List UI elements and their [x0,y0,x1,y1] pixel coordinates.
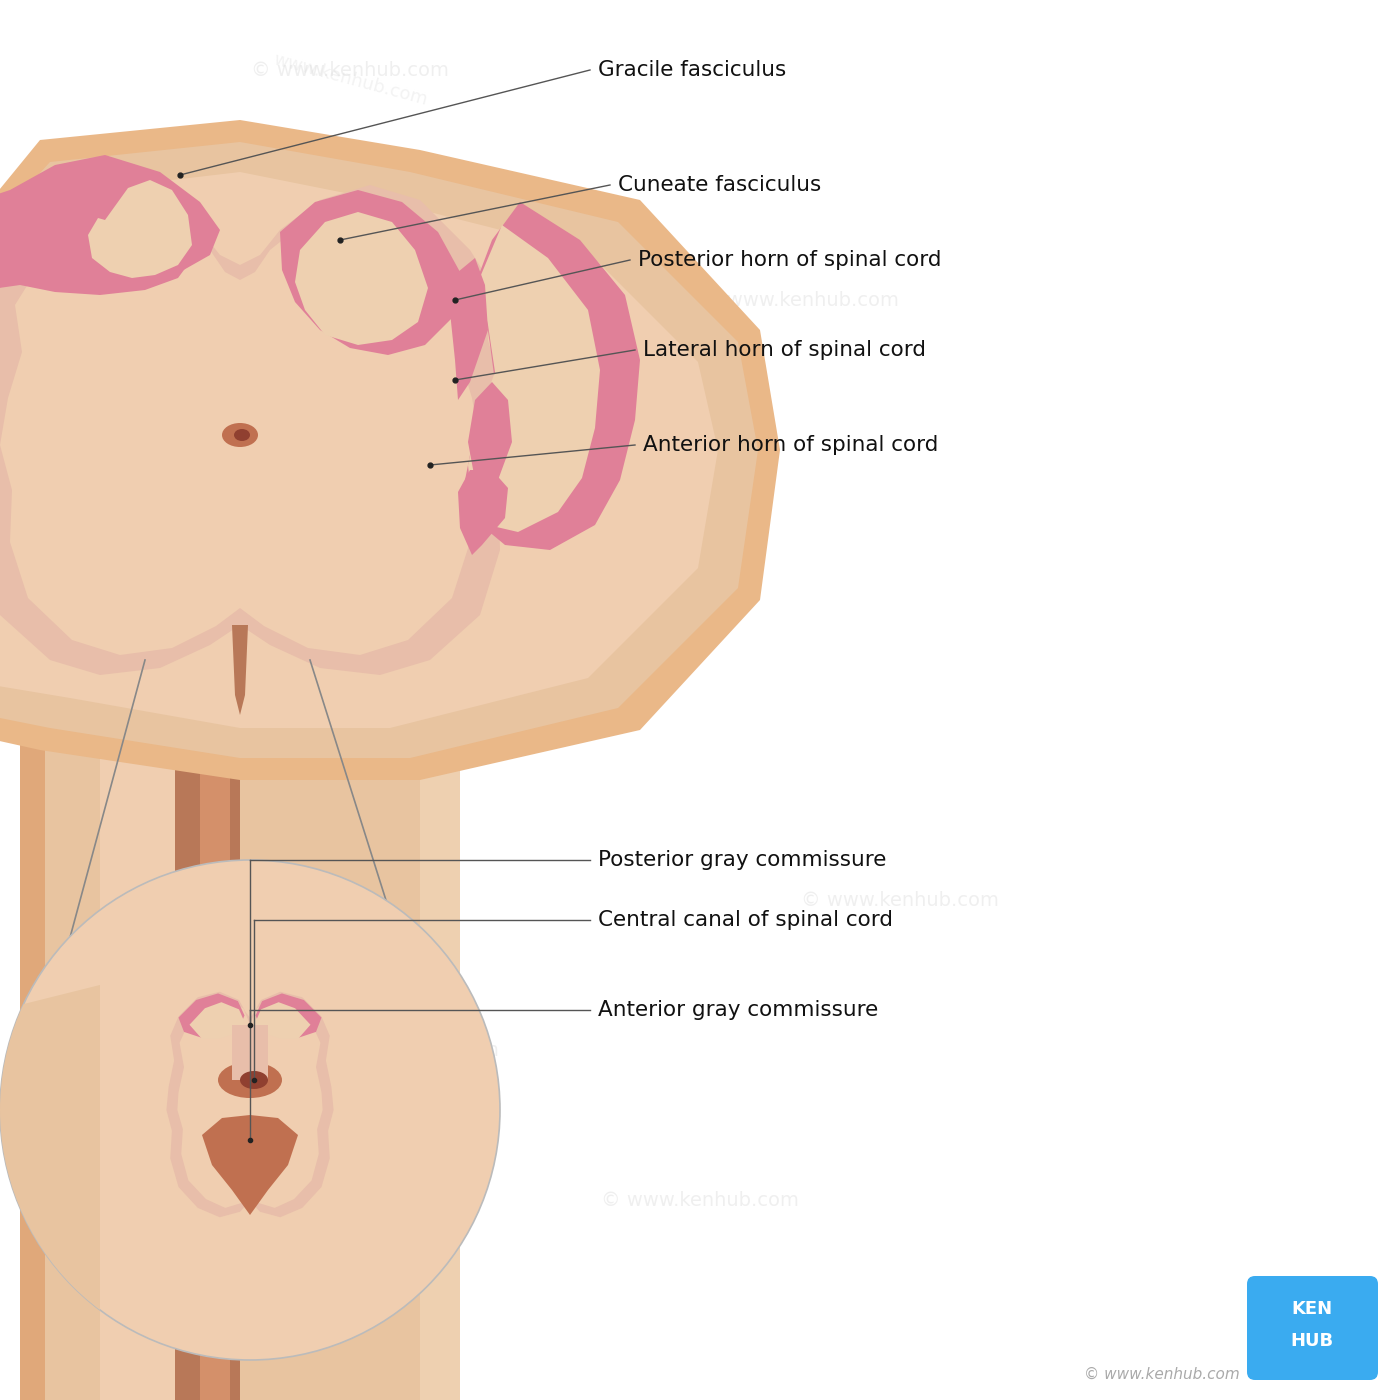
Polygon shape [189,1002,245,1039]
Text: © www.kenhub.com: © www.kenhub.com [801,890,1000,910]
Polygon shape [449,258,489,400]
Text: Gracile fasciculus: Gracile fasciculus [598,60,787,80]
Polygon shape [88,181,192,279]
Polygon shape [20,720,45,1400]
Circle shape [0,860,500,1359]
Polygon shape [255,994,322,1037]
Text: HUB: HUB [1291,1331,1334,1350]
Polygon shape [0,141,757,757]
Polygon shape [20,680,130,1400]
Polygon shape [465,202,640,550]
Polygon shape [178,1000,322,1208]
Polygon shape [99,659,216,1400]
Polygon shape [420,601,461,1400]
Ellipse shape [239,1071,267,1089]
Polygon shape [0,172,718,728]
Circle shape [15,875,484,1345]
Text: Cuneate fasciculus: Cuneate fasciculus [617,175,822,195]
Text: © www.kenhub.com: © www.kenhub.com [301,1040,498,1060]
Ellipse shape [76,630,235,690]
Text: Lateral horn of spinal cord: Lateral horn of spinal cord [643,340,925,360]
Polygon shape [468,382,512,498]
Text: Anterior horn of spinal cord: Anterior horn of spinal cord [643,435,938,455]
Ellipse shape [95,638,216,682]
Polygon shape [200,640,230,1400]
Ellipse shape [400,588,500,631]
Polygon shape [0,986,99,1310]
Text: Posterior gray commissure: Posterior gray commissure [598,850,886,869]
Text: Anterior gray commissure: Anterior gray commissure [598,1000,878,1021]
Polygon shape [0,209,480,655]
Polygon shape [202,1114,298,1215]
Text: © www.kenhub.com: © www.kenhub.com [601,1190,799,1210]
Polygon shape [179,994,245,1037]
Polygon shape [232,624,248,715]
Polygon shape [0,120,780,780]
Polygon shape [280,190,461,356]
Polygon shape [232,1025,267,1079]
Text: © www.kenhub.com: © www.kenhub.com [701,291,899,309]
Polygon shape [255,1002,311,1039]
Ellipse shape [234,428,251,441]
Polygon shape [468,225,601,532]
Polygon shape [295,211,428,344]
Polygon shape [175,640,239,1400]
FancyBboxPatch shape [1247,1275,1378,1380]
Ellipse shape [260,603,420,657]
Ellipse shape [223,423,258,447]
Text: © www.kenhub.com: © www.kenhub.com [1084,1366,1240,1382]
Text: www.kenhub.com: www.kenhub.com [270,50,430,109]
Polygon shape [167,991,333,1217]
Polygon shape [0,185,510,675]
Text: KEN: KEN [1291,1301,1333,1317]
Ellipse shape [218,1063,281,1098]
Text: © www.kenhub.com: © www.kenhub.com [501,591,699,609]
Text: Posterior horn of spinal cord: Posterior horn of spinal cord [638,251,941,270]
Ellipse shape [239,595,440,665]
Text: © www.kenhub.com: © www.kenhub.com [251,60,449,80]
Text: Central canal of spinal cord: Central canal of spinal cord [598,910,893,930]
Polygon shape [458,470,508,554]
Polygon shape [0,155,220,305]
Polygon shape [239,610,430,1400]
Ellipse shape [175,637,255,673]
Polygon shape [0,169,195,305]
